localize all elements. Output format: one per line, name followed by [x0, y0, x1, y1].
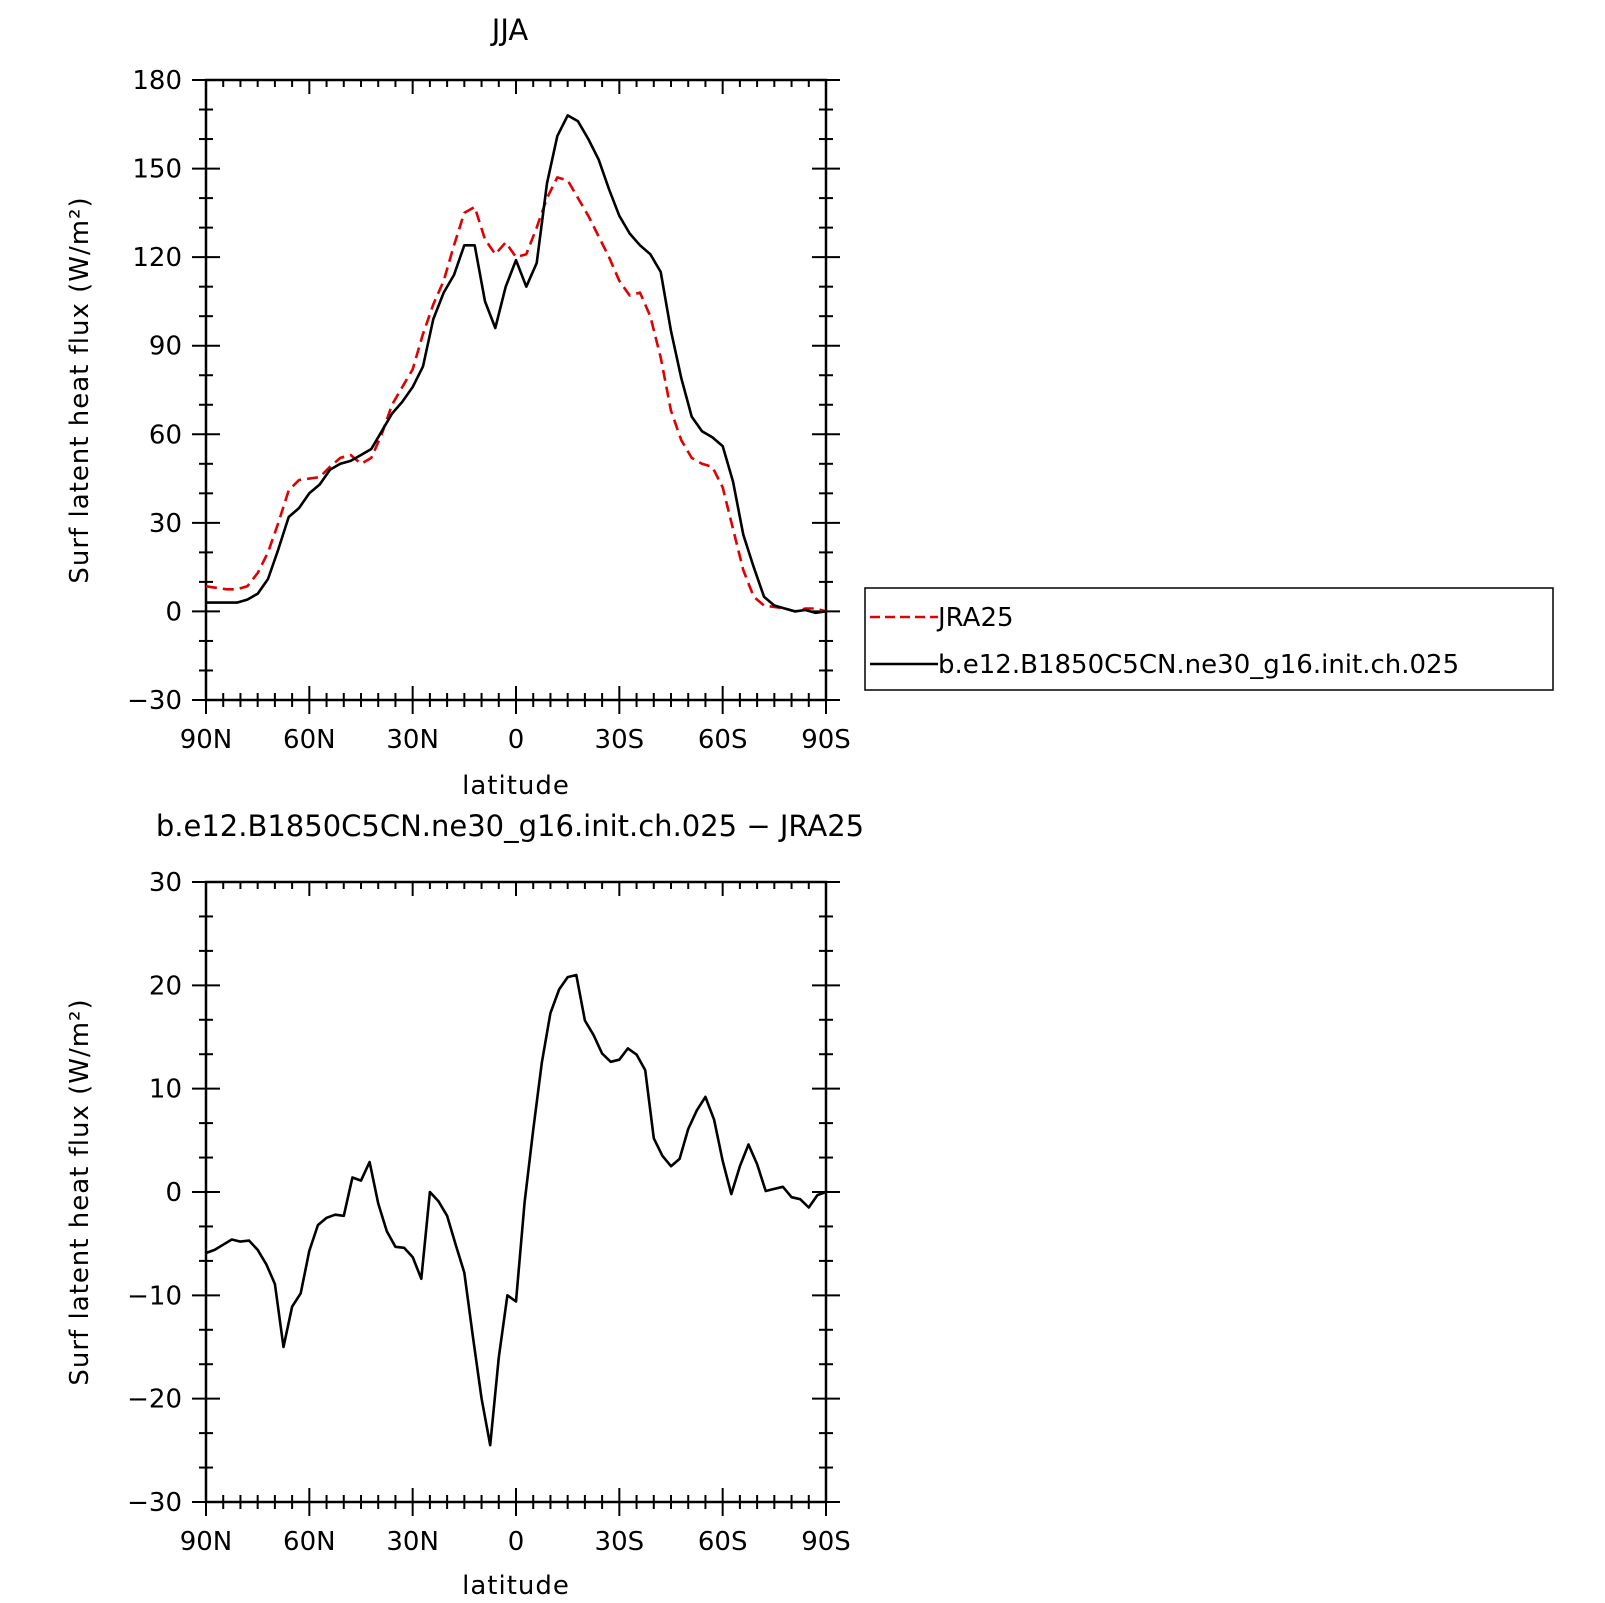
top-series-line-model: [206, 114, 827, 615]
top-series: [205, 114, 827, 615]
top-y-tick-label: 180: [132, 66, 182, 96]
bottom-x-tick-label: 30N: [386, 1527, 439, 1557]
top-plot-frame: [204, 78, 828, 702]
top-x-tick-label: 0: [508, 725, 525, 755]
top-ticks: 90N 60N 30N 0 30S 60S 90S −30 0 30 60 90 120 150 180: [127, 66, 851, 755]
bottom-x-tick-label: 90S: [801, 1527, 851, 1557]
top-y-axis-label: Surf latent heat flux (W/m²): [65, 196, 95, 583]
bottom-series: [205, 973, 827, 1447]
legend: JRA25 b.e12.B1850C5CN.ne30_g16.init.ch.0…: [864, 587, 1554, 691]
legend-label-jra25: JRA25: [936, 603, 1014, 633]
bottom-y-tick-label: 30: [149, 868, 182, 898]
top-x-axis-label: latitude: [462, 771, 570, 801]
bottom-x-axis-label: latitude: [462, 1571, 570, 1601]
legend-label-model: b.e12.B1850C5CN.ne30_g16.init.ch.025: [938, 650, 1459, 680]
bottom-x-tick-label: 60N: [283, 1527, 336, 1557]
top-series-line-jra25: [205, 176, 827, 613]
top-x-tick-label: 60S: [698, 725, 748, 755]
top-panel: JJA 90N 60N 30N 0 30S 60S 90S −30 0 30 60 90 120 150 1…: [65, 13, 851, 801]
bottom-x-tick-label: 30S: [595, 1527, 645, 1557]
bottom-x-tick-label: 0: [508, 1527, 525, 1557]
top-y-tick-label: 120: [132, 243, 182, 273]
bottom-series-line-model: [205, 973, 827, 1447]
top-y-tick-label: −30: [127, 686, 182, 716]
top-y-tick-label: 150: [132, 155, 182, 185]
bottom-y-axis-label: Surf latent heat flux (W/m²): [65, 998, 95, 1385]
top-y-tick-label: 60: [149, 420, 182, 450]
legend-box: [864, 587, 1554, 691]
bottom-chart-title: b.e12.B1850C5CN.ne30_g16.init.ch.025 − J…: [156, 809, 864, 843]
bottom-y-tick-label: 0: [165, 1178, 182, 1208]
top-x-tick-label: 30N: [386, 725, 439, 755]
top-y-tick-label: 0: [165, 597, 182, 627]
top-x-tick-label: 30S: [595, 725, 645, 755]
top-x-tick-label: 90N: [180, 725, 233, 755]
top-chart-title: JJA: [490, 13, 529, 47]
bottom-y-tick-label: −10: [127, 1281, 182, 1311]
top-y-tick-label: 90: [149, 332, 182, 362]
top-y-tick-label: 30: [149, 509, 182, 539]
bottom-panel: b.e12.B1850C5CN.ne30_g16.init.ch.025 − J…: [65, 809, 864, 1601]
bottom-y-tick-label: −30: [127, 1488, 182, 1518]
bottom-y-tick-label: −20: [127, 1385, 182, 1415]
bottom-x-tick-label: 90N: [180, 1527, 233, 1557]
bottom-y-tick-label: 20: [149, 971, 182, 1001]
top-x-tick-label: 90S: [801, 725, 851, 755]
bottom-x-tick-label: 60S: [698, 1527, 748, 1557]
bottom-y-tick-label: 10: [149, 1075, 182, 1105]
bottom-ticks: 90N 60N 30N 0 30S 60S 90S −30 −20 −10 0 10 20 30: [127, 868, 851, 1557]
top-x-tick-label: 60N: [283, 725, 336, 755]
